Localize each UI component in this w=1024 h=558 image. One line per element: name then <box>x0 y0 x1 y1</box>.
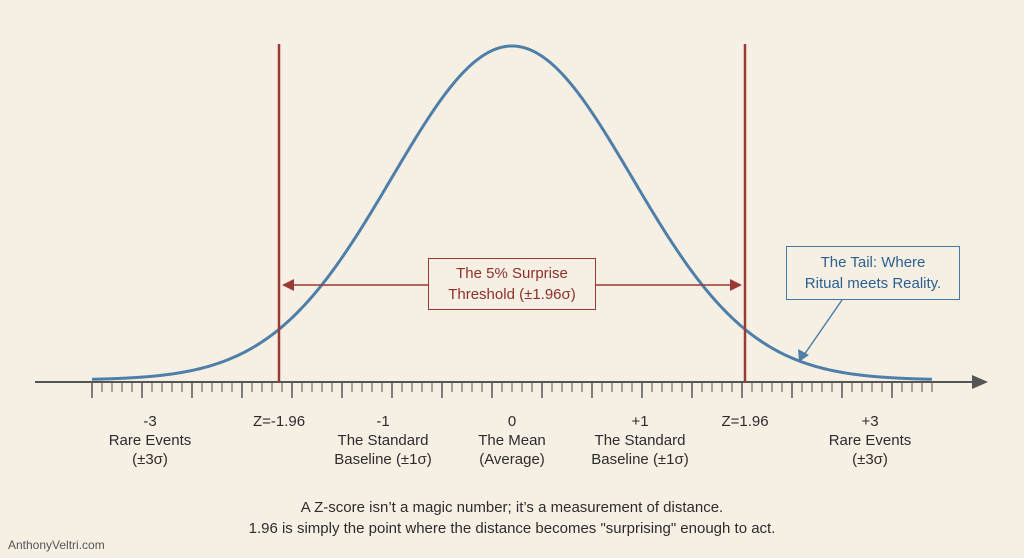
caption-line2: 1.96 is simply the point where the dista… <box>248 520 776 537</box>
tail-pointer-line <box>803 299 843 356</box>
axis-label-mean: 0 The Mean (Average) <box>478 413 546 468</box>
threshold-callout-line2: Threshold (±1.96σ) <box>448 286 576 303</box>
axis-label-z-neg196: Z=-1.96 <box>252 413 306 430</box>
normal-distribution-curve <box>91 44 933 381</box>
axis-label-plus3: +3 Rare Events (±3σ) <box>828 413 912 468</box>
x-axis-arrowhead <box>972 375 988 389</box>
axis-label-z-pos196: Z=1.96 <box>721 413 769 430</box>
threshold-callout-line1: The 5% Surprise <box>456 265 568 282</box>
tail-callout: The Tail: Where Ritual meets Reality. <box>786 246 960 300</box>
axis-label-minus3: -3 Rare Events (±3σ) <box>108 413 192 468</box>
tail-callout-line2: Ritual meets Reality. <box>804 275 942 292</box>
caption-line1: A Z-score isn’t a magic number; it’s a m… <box>300 499 724 516</box>
axis-label-plus1: +1 The Standard Baseline (±1σ) <box>591 413 689 468</box>
threshold-arrowhead-right <box>730 279 742 291</box>
tail-callout-line1: The Tail: Where <box>820 254 926 271</box>
watermark: AnthonyVeltri.com <box>8 538 105 552</box>
threshold-callout: The 5% Surprise Threshold (±1.96σ) <box>428 258 596 310</box>
threshold-arrowhead-left <box>282 279 294 291</box>
tail-pointer-arrowhead <box>798 349 809 362</box>
axis-ticks <box>91 382 933 398</box>
axis-label-minus1: -1 The Standard Baseline (±1σ) <box>334 413 432 468</box>
